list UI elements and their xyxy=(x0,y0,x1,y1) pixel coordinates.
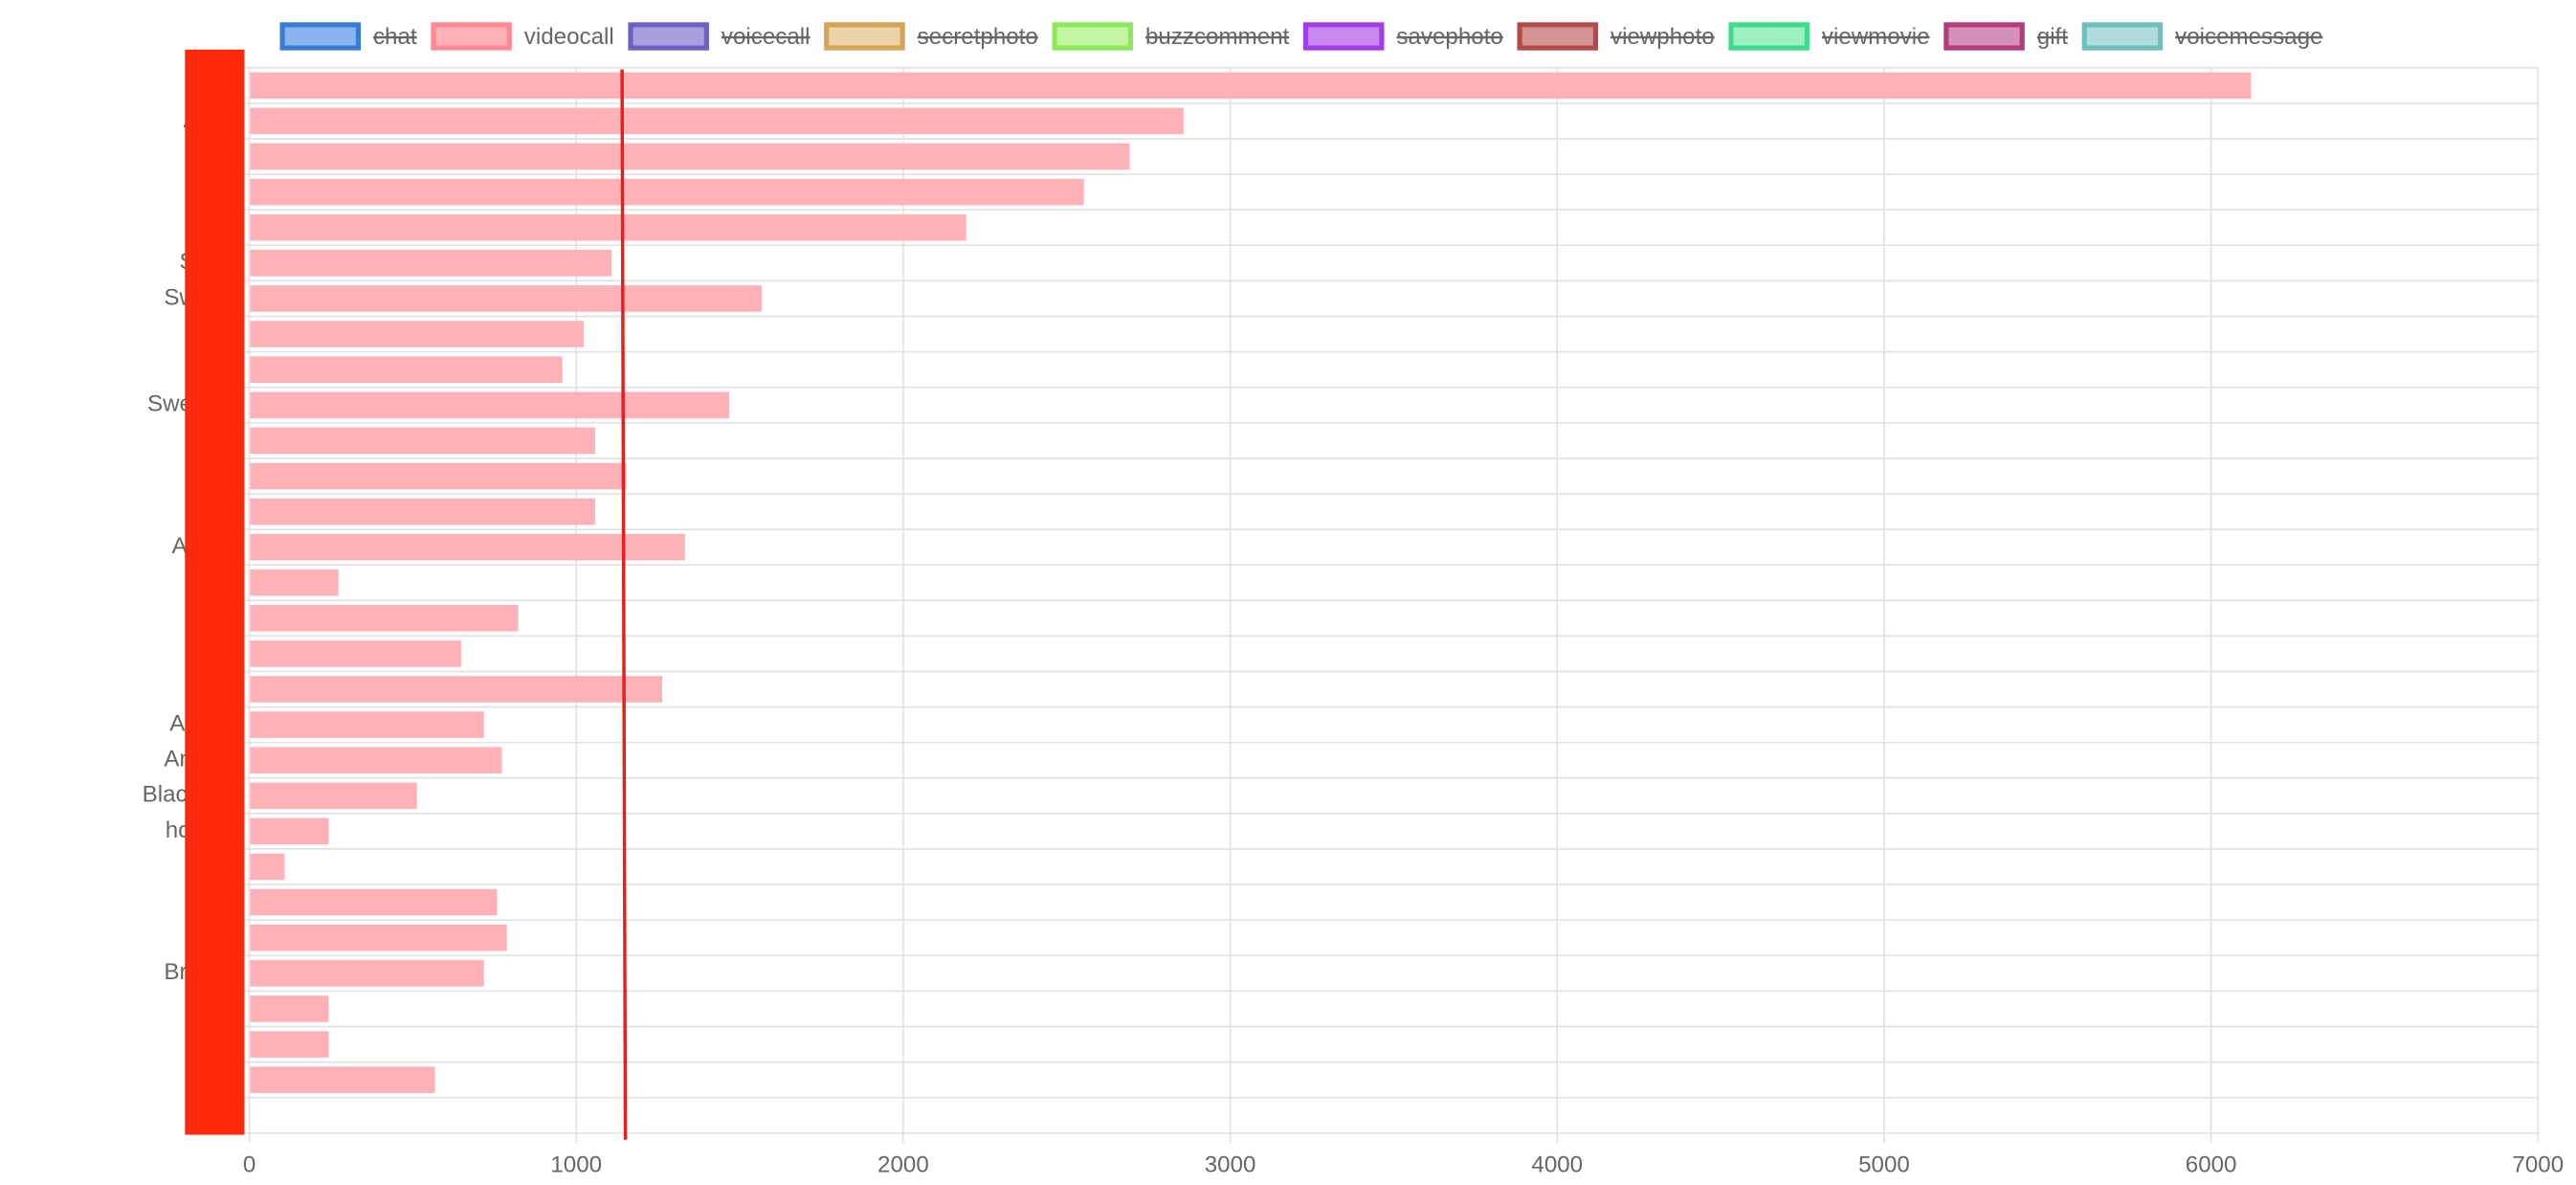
x-tick-label: 3000 xyxy=(1205,1152,1256,1178)
bar xyxy=(250,711,484,738)
legend-swatch xyxy=(1943,22,2025,51)
legend-label: secretphoto xyxy=(918,24,1038,50)
bar xyxy=(250,356,563,383)
bar xyxy=(250,817,329,845)
bar xyxy=(250,72,2252,100)
legend-item[interactable]: buzzcomment xyxy=(1052,22,1290,51)
legend-swatch xyxy=(1728,22,1810,51)
legend-label: viewphoto xyxy=(1610,24,1715,50)
bar xyxy=(250,853,285,881)
bar xyxy=(250,782,417,810)
bar xyxy=(250,391,729,419)
bar xyxy=(250,676,662,703)
legend: chat videocall voicecall secretphoto buzzcom… xyxy=(279,22,2322,51)
bar xyxy=(250,888,498,916)
bar xyxy=(250,1031,329,1058)
legend-swatch xyxy=(1517,22,1599,51)
redaction-box xyxy=(185,49,245,1135)
bar xyxy=(250,569,339,596)
legend-item[interactable]: secretphoto xyxy=(824,22,1038,51)
legend-label: savephoto xyxy=(1396,24,1502,50)
bars xyxy=(250,69,2252,1140)
bar xyxy=(250,107,1184,135)
bar xyxy=(250,747,502,774)
legend-label: buzzcomment xyxy=(1145,24,1290,50)
legend-item[interactable]: voicecall xyxy=(628,22,811,51)
x-tick-label: 4000 xyxy=(1531,1152,1583,1178)
bar xyxy=(250,533,685,561)
x-tick-label: 7000 xyxy=(2512,1152,2564,1178)
bar xyxy=(250,640,461,667)
legend-swatch xyxy=(1302,22,1385,51)
bar xyxy=(250,427,595,455)
bar xyxy=(250,924,507,951)
bar xyxy=(250,178,1084,206)
x-tick-label: 0 xyxy=(243,1152,255,1178)
legend-swatch xyxy=(431,22,512,51)
legend-label: chat xyxy=(373,24,417,50)
bar xyxy=(250,143,1130,170)
bar xyxy=(250,960,484,987)
legend-item[interactable]: viewphoto xyxy=(1517,22,1715,51)
legend-swatch xyxy=(1052,22,1134,51)
bar xyxy=(250,1066,435,1093)
x-tick-label: 5000 xyxy=(1858,1152,1910,1178)
bar xyxy=(250,285,763,312)
legend-swatch xyxy=(279,22,362,51)
bar xyxy=(250,498,595,525)
legend-item[interactable]: viewmovie xyxy=(1728,22,1930,51)
legend-swatch xyxy=(824,22,905,51)
x-tick-label: 1000 xyxy=(550,1152,602,1178)
legend-item[interactable]: gift xyxy=(1943,22,2068,51)
legend-label: videocall xyxy=(524,24,614,50)
bar xyxy=(250,250,611,277)
x-tick-label: 6000 xyxy=(2186,1152,2237,1178)
legend-item[interactable]: voicemessage xyxy=(2081,22,2322,51)
bar xyxy=(250,321,584,347)
bar xyxy=(250,462,627,490)
bar xyxy=(250,213,966,241)
legend-label: voicecall xyxy=(722,24,811,50)
legend-label: viewmovie xyxy=(1822,24,1930,50)
reference-line xyxy=(620,69,628,1140)
legend-label: gift xyxy=(2037,24,2068,50)
legend-swatch xyxy=(2081,22,2164,51)
legend-item[interactable]: videocall xyxy=(431,22,614,51)
bar xyxy=(250,995,329,1022)
legend-item[interactable]: chat xyxy=(279,22,417,51)
legend-item[interactable]: savephoto xyxy=(1302,22,1503,51)
legend-label: voicemessage xyxy=(2175,24,2322,50)
legend-swatch xyxy=(628,22,709,51)
bar xyxy=(250,605,519,632)
x-tick-label: 2000 xyxy=(877,1152,929,1178)
